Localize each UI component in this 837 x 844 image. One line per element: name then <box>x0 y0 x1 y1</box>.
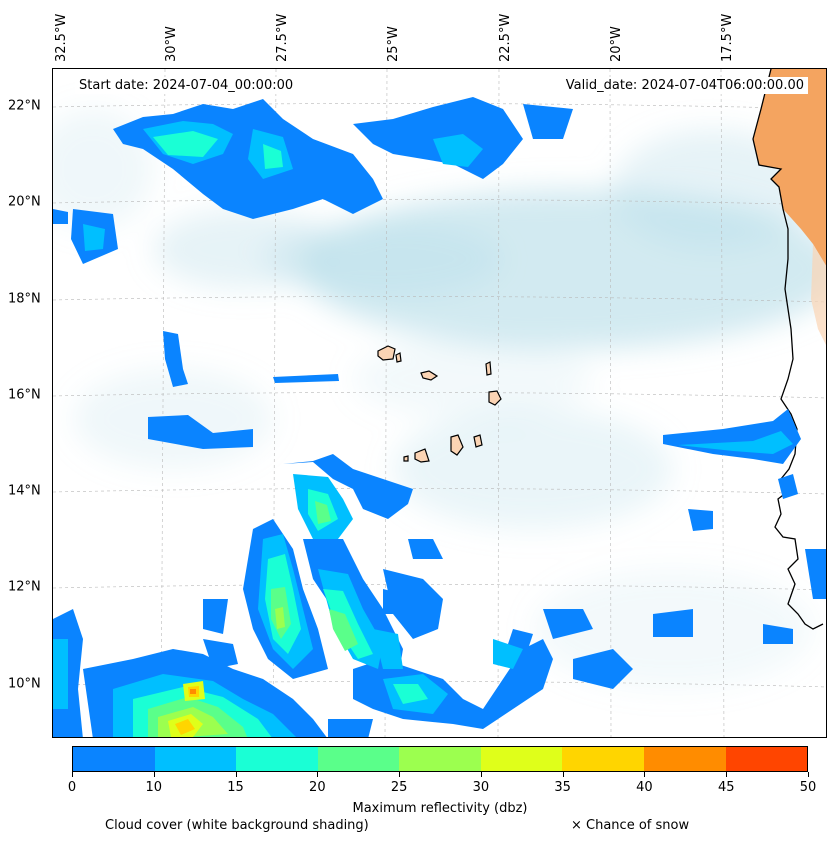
cape-verde-islands <box>377 345 502 463</box>
colorbar-tick-label: 20 <box>309 780 326 795</box>
reflectivity-40-45 <box>190 689 196 694</box>
colorbar-tick-label: 50 <box>799 780 817 795</box>
colorbar-tick <box>562 772 564 777</box>
lon-label: 22.5°W <box>498 13 513 62</box>
colorbar-segment <box>643 747 726 771</box>
colorbar-segment <box>154 747 237 771</box>
colorbar-segment <box>73 747 155 771</box>
lat-label: 18°N <box>8 291 41 307</box>
colorbar-tick <box>808 772 809 777</box>
colorbar-tick <box>235 772 237 777</box>
lon-label: 30°W <box>164 26 179 62</box>
lon-label: 25°W <box>386 26 401 62</box>
colorbar-tick <box>399 772 401 777</box>
colorbar-tick <box>480 772 482 777</box>
colorbar-tick-label: 40 <box>636 780 653 795</box>
colorbar-title: Maximum reflectivity (dbz) <box>352 801 528 816</box>
lon-label: 32.5°W <box>54 13 69 62</box>
longitude-labels: 32.5°W 30°W 27.5°W 25°W 22.5°W 20°W 17.5… <box>0 0 837 68</box>
lat-label: 22°N <box>8 98 41 114</box>
colorbar-ticks: 0 10 15 20 25 30 35 40 45 50 <box>68 772 816 795</box>
colorbar-tick <box>726 772 728 777</box>
cloud-cover-note: Cloud cover (white background shading) <box>105 818 369 833</box>
colorbar-tick <box>72 772 73 777</box>
colorbar-segment <box>725 747 808 771</box>
colorbar-tick-label: 30 <box>472 780 490 795</box>
colorbar-tick <box>644 772 646 777</box>
colorbar-segment <box>317 747 400 771</box>
valid-date-label: Valid_date: 2024-07-04T06:00:00.00 <box>561 77 808 94</box>
colorbar-segment <box>399 747 481 771</box>
colorbar-segment <box>562 747 644 771</box>
lat-label: 14°N <box>8 483 41 499</box>
africa-landmass <box>752 69 826 630</box>
colorbar-tick-label: 45 <box>717 780 735 795</box>
reflectivity-colorbar <box>72 746 808 772</box>
colorbar-tick <box>317 772 319 777</box>
colorbar-tick-label: 25 <box>390 780 408 795</box>
lat-label: 10°N <box>8 676 41 692</box>
colorbar-tick-label: 15 <box>227 780 244 795</box>
lat-label: 12°N <box>8 579 41 595</box>
colorbar-tick-label: 10 <box>145 780 163 795</box>
colorbar-segment <box>480 747 563 771</box>
lon-label: 17.5°W <box>720 13 735 62</box>
lat-label: 16°N <box>8 387 41 403</box>
colorbar-tick-label: 0 <box>67 780 77 795</box>
lon-label: 27.5°W <box>275 13 290 62</box>
map-panel[interactable]: Start date: 2024-07-04_00:00:00 Valid_da… <box>52 68 827 738</box>
map-canvas <box>53 69 826 737</box>
colorbar-tick-label: 35 <box>554 780 571 795</box>
colorbar-segment <box>236 747 318 771</box>
start-date-label: Start date: 2024-07-04_00:00:00 <box>75 77 298 94</box>
lat-label: 20°N <box>8 194 41 210</box>
lon-label: 20°W <box>609 26 624 62</box>
snow-chance-note: × Chance of snow <box>571 818 690 833</box>
colorbar-tick <box>153 772 155 777</box>
